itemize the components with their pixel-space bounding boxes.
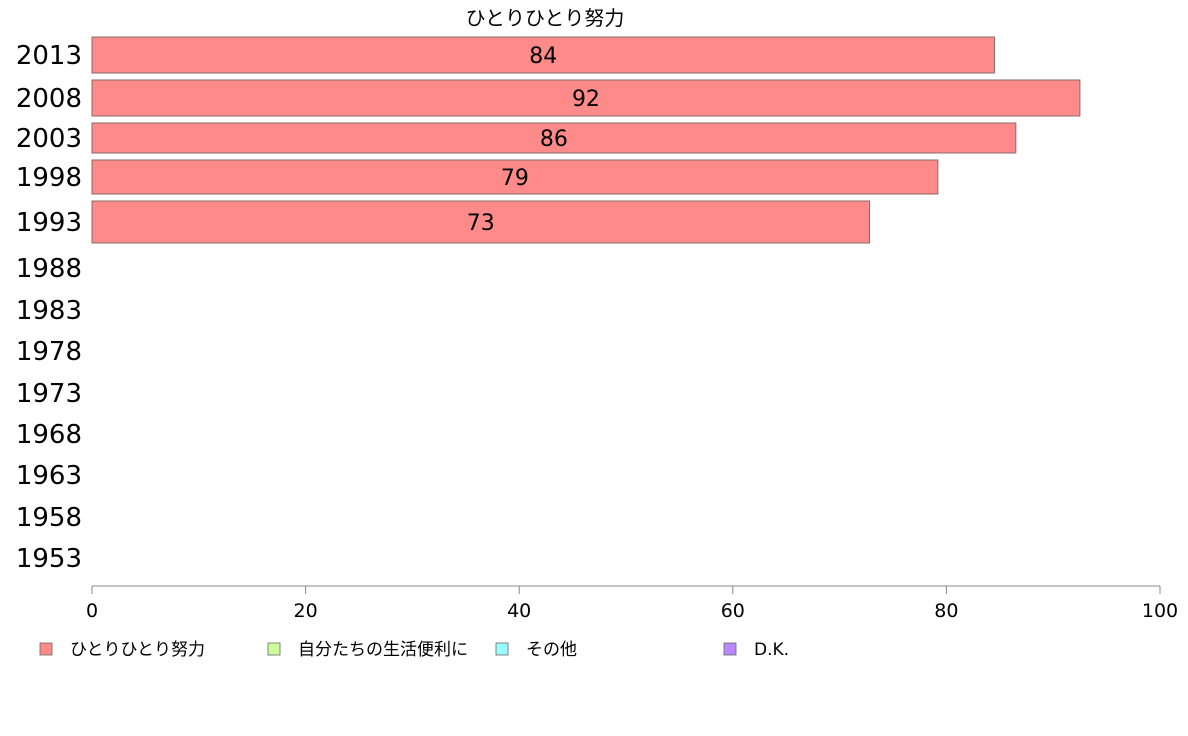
bar-value-label: 73 xyxy=(467,211,495,236)
legend-swatch xyxy=(723,642,737,656)
year-label: 1968 xyxy=(16,420,82,450)
bar xyxy=(91,200,871,244)
bar xyxy=(91,79,1081,117)
x-axis: 0 20 40 60 80 100 xyxy=(86,585,1178,622)
legend-swatch xyxy=(39,642,53,656)
legend-label: その他 xyxy=(526,640,577,660)
legend-label: 自分たちの生活便利に xyxy=(298,640,468,660)
x-tick-label: 0 xyxy=(86,600,98,622)
year-label: 1998 xyxy=(16,163,82,193)
legend-swatch xyxy=(267,642,281,656)
bar-value-label: 92 xyxy=(572,87,600,112)
year-label: 1993 xyxy=(16,208,82,238)
x-tick-label: 20 xyxy=(294,600,318,622)
x-tick-label: 100 xyxy=(1142,600,1178,622)
legend: ひとりひとり努力 自分たちの生活便利に その他 D.K. xyxy=(39,640,789,660)
legend-label: ひとりひとり努力 xyxy=(70,640,205,660)
bar-value-label: 79 xyxy=(501,166,529,191)
year-label: 1963 xyxy=(16,461,82,491)
chart-title: ひとりひとり努力 xyxy=(466,6,625,30)
year-label: 2013 xyxy=(16,41,82,71)
year-label: 1983 xyxy=(16,296,82,326)
year-label: 2003 xyxy=(16,124,82,154)
bar-value-label: 84 xyxy=(529,44,557,69)
bar xyxy=(91,122,1017,154)
bar xyxy=(91,36,995,74)
bar xyxy=(91,159,939,195)
x-tick-label: 80 xyxy=(934,600,958,622)
year-label: 1958 xyxy=(16,503,82,533)
year-label: 1978 xyxy=(16,337,82,367)
x-tick-label: 40 xyxy=(507,600,531,622)
x-tick-label: 60 xyxy=(721,600,745,622)
year-label: 2008 xyxy=(16,84,82,114)
legend-label: D.K. xyxy=(754,640,789,660)
legend-swatch xyxy=(495,642,509,656)
year-label: 1973 xyxy=(16,379,82,409)
year-label: 1988 xyxy=(16,254,82,284)
year-labels: 2013 2008 2003 1998 1993 1988 1983 1978 1973 1968… xyxy=(16,41,82,574)
bar-value-label: 86 xyxy=(540,127,568,152)
year-label: 1953 xyxy=(16,544,82,574)
